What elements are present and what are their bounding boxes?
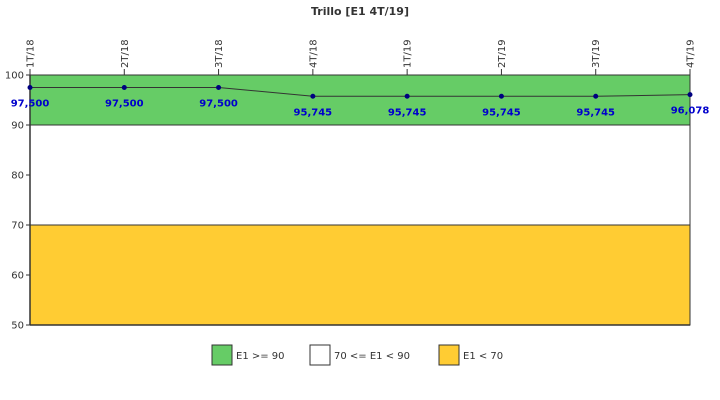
legend-swatch — [438, 344, 460, 366]
data-label: 95,745 — [388, 107, 427, 118]
y-tick-label: 100 — [5, 71, 24, 82]
y-axis-ticks: 50 60 70 80 90 100 — [5, 71, 30, 332]
data-point — [498, 93, 504, 99]
data-label: 97,500 — [105, 99, 144, 110]
y-tick-label: 80 — [11, 171, 24, 182]
data-label: 95,745 — [576, 107, 615, 118]
series-line-0 — [30, 87, 691, 97]
axes — [29, 75, 690, 326]
data-label: 97,500 — [199, 99, 238, 110]
legend: E1 >= 90 70 <= E1 < 90 E1 < 70 — [211, 344, 503, 366]
legend-label: E1 < 70 — [463, 351, 503, 362]
data-point — [404, 93, 410, 99]
x-tick-label: 4T/19 — [686, 39, 697, 68]
x-tick-label: 3T/19 — [591, 39, 602, 68]
data-point — [687, 92, 693, 98]
band-1 — [29, 124, 691, 226]
legend-swatch — [211, 344, 233, 366]
y-tick-label: 50 — [11, 321, 24, 332]
data-label: 96,078 — [671, 106, 710, 117]
series-group: 97,500 97,500 97,500 95,745 95,745 95,745 95,7… — [11, 85, 710, 118]
x-tick-label: 3T/18 — [214, 39, 225, 68]
y-tick-label: 90 — [11, 121, 24, 132]
legend-label: E1 >= 90 — [236, 351, 285, 362]
data-label: 97,500 — [11, 99, 50, 110]
legend-label: 70 <= E1 < 90 — [334, 351, 410, 362]
y-tick-label: 60 — [11, 271, 24, 282]
data-point — [121, 85, 127, 90]
x-axis-ticks: 1T/18 2T/18 3T/18 4T/18 1T/19 2T/19 3T/19 4T/19 — [26, 39, 697, 75]
x-tick-label: 4T/18 — [308, 39, 319, 68]
data-point — [216, 85, 222, 90]
band-2 — [29, 224, 691, 326]
x-tick-label: 1T/18 — [26, 39, 37, 68]
band-0 — [29, 74, 691, 126]
threshold-bands — [29, 74, 691, 326]
legend-swatch — [309, 344, 331, 366]
x-tick-label: 2T/18 — [120, 39, 131, 68]
x-tick-label: 1T/19 — [403, 39, 414, 68]
chart-title: Trillo [E1 4T/19] — [311, 5, 409, 18]
data-point — [593, 93, 599, 99]
data-label: 95,745 — [482, 107, 521, 118]
y-tick-label: 70 — [11, 221, 24, 232]
data-point — [27, 85, 33, 90]
data-label: 95,745 — [294, 107, 333, 118]
x-tick-label: 2T/19 — [497, 39, 508, 68]
data-point — [310, 93, 316, 99]
